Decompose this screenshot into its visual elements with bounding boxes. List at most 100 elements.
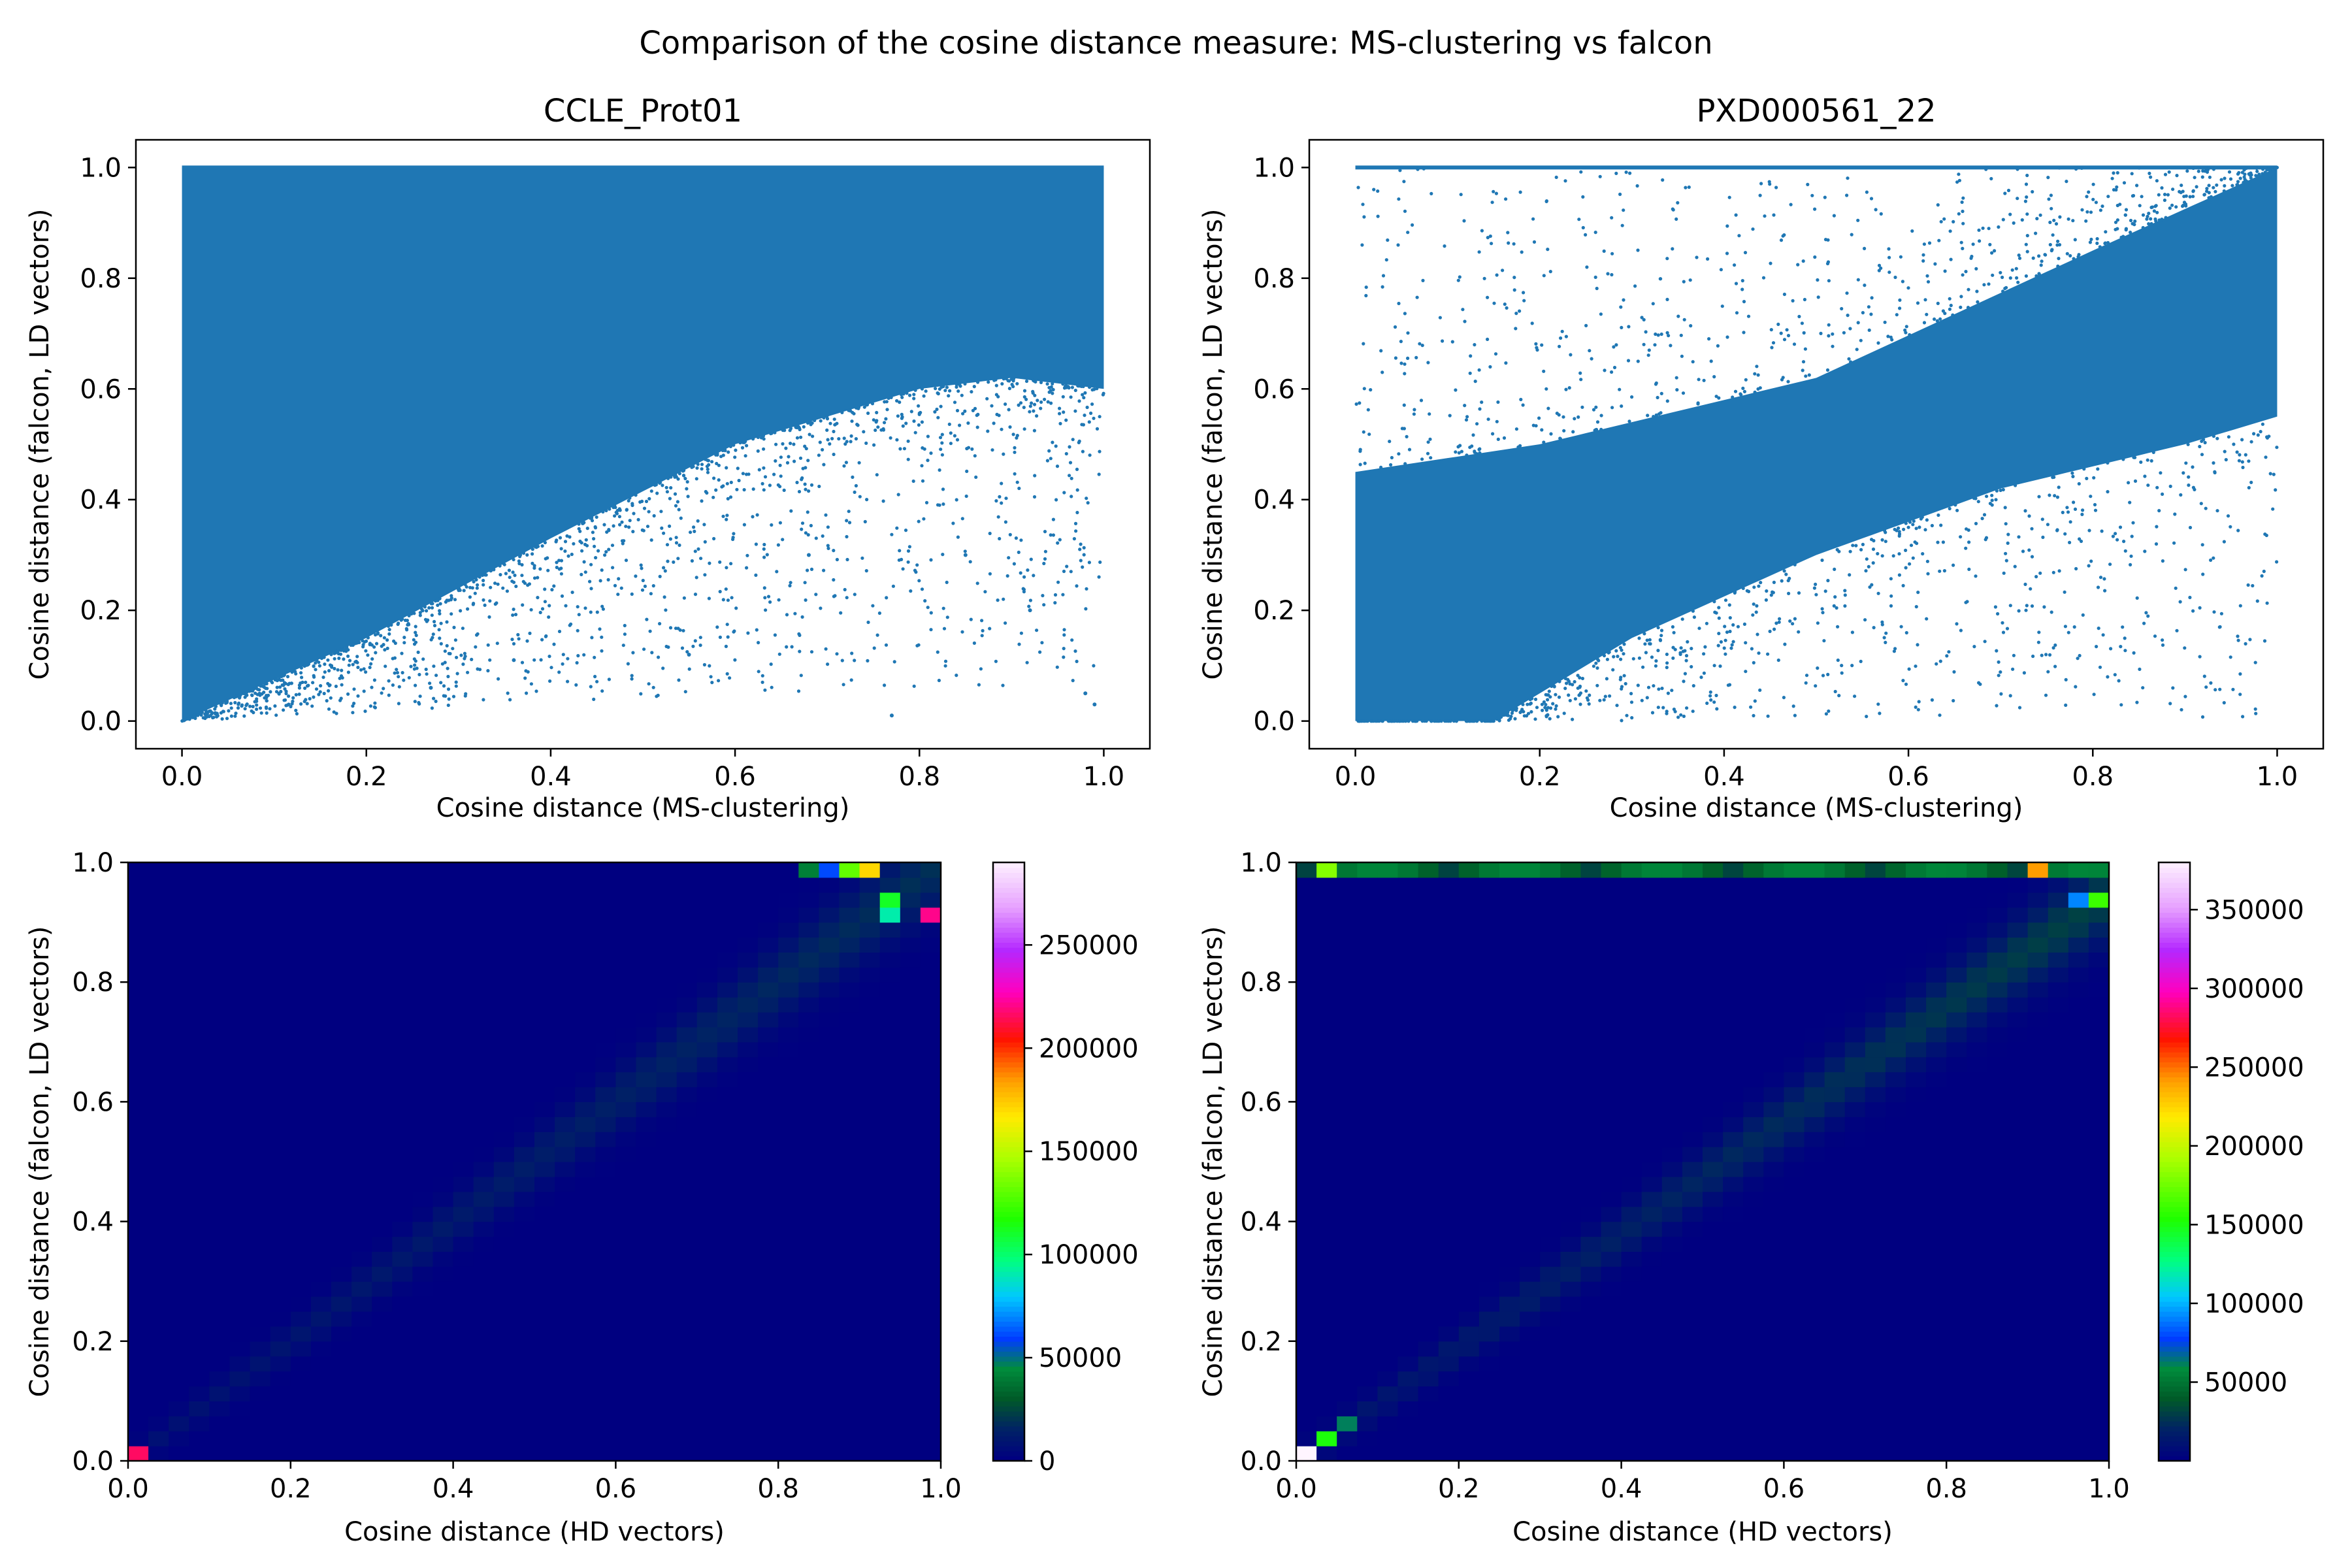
scatter-point [1967, 567, 1971, 572]
heatmap-cell [392, 967, 413, 983]
heatmap-cell [636, 1341, 657, 1357]
scatter-point [788, 583, 792, 588]
scatter-point [1032, 402, 1037, 406]
scatter-point [487, 615, 491, 619]
heatmap-cell [696, 1251, 718, 1267]
scatter-point [929, 558, 933, 562]
scatter-point [1911, 556, 1915, 560]
scatter-point [1865, 190, 1869, 194]
scatter-point [2017, 609, 2021, 613]
heatmap-cell [392, 1386, 413, 1401]
heatmap-cell [636, 982, 657, 998]
colorbar-segment [993, 1176, 1024, 1183]
heatmap-cell [189, 1191, 210, 1207]
heatmap-cell [250, 937, 271, 953]
scatter-point [1782, 696, 1786, 700]
scatter-point [2089, 210, 2093, 214]
scatter-point [1518, 444, 1522, 448]
scatter-point [310, 704, 314, 708]
scatter-point [741, 472, 745, 476]
heatmap-cell [514, 877, 535, 893]
scatter-point [980, 634, 984, 638]
heatmap-cell [473, 1147, 495, 1162]
scatter-point [657, 655, 661, 659]
colorbar-segment [993, 1386, 1024, 1392]
scatter-point [1475, 719, 1478, 723]
scatter-point [731, 536, 735, 540]
heatmap-cell [696, 1371, 718, 1387]
heatmap-cell [758, 1326, 779, 1342]
scatter-point [521, 551, 526, 555]
heatmap-cell [676, 1401, 698, 1416]
heatmap-cell [290, 1266, 312, 1282]
scatter-point [2050, 248, 2054, 252]
scatter-point [1665, 331, 1669, 335]
scatter-point [1007, 408, 1011, 412]
scatter-point [900, 393, 904, 397]
scatter-point [1490, 242, 1494, 246]
scatter-point [1454, 450, 1458, 454]
scatter-point [915, 563, 919, 567]
scatter-point [650, 651, 654, 655]
scatter-point [981, 629, 985, 633]
scatter-point [1833, 567, 1837, 572]
heatmap-cell [351, 1326, 372, 1342]
heatmap-cell [738, 1416, 759, 1431]
scatter-point [1823, 238, 1828, 242]
heatmap-cell [128, 1446, 149, 1462]
scatter-point [1752, 713, 1756, 717]
scatter-point [581, 521, 585, 525]
scatter-point [1833, 689, 1837, 694]
heatmap-cell [696, 1386, 718, 1401]
scatter-point [492, 568, 496, 572]
scatter-point [2130, 172, 2134, 176]
heatmap-cell [169, 1251, 189, 1267]
scatter-point [1712, 700, 1716, 704]
scatter-point [1717, 606, 1721, 610]
scatter-point [1696, 401, 1700, 405]
scatter-point [351, 704, 355, 708]
heatmap-cell [473, 1341, 495, 1357]
scatter-point [960, 393, 964, 397]
heatmap-cell [290, 1191, 312, 1207]
scatter-point [1584, 323, 1588, 327]
scatter-point [744, 472, 749, 476]
scatter-point [898, 549, 902, 553]
heatmap-cell [656, 1041, 678, 1058]
scatter-point [1768, 629, 1772, 634]
scatter-point [2051, 233, 2055, 237]
heatmap-cell [696, 1446, 718, 1462]
heatmap-cell [331, 997, 352, 1013]
scatter-point [1032, 429, 1036, 433]
heatmap-cell [778, 997, 799, 1013]
scatter-point [1879, 212, 1883, 216]
scatter-point [736, 466, 740, 470]
scatter-point [742, 523, 746, 527]
heatmap-cell [636, 1296, 657, 1312]
scatter-point [507, 568, 512, 572]
heatmap-cell [656, 982, 678, 998]
heatmap-cell [148, 877, 169, 893]
scatter-point [808, 433, 811, 436]
scatter-point [1439, 719, 1443, 723]
scatter-point [2079, 539, 2083, 544]
scatter-point [826, 662, 830, 666]
heatmap-cell [290, 1416, 312, 1431]
heatmap-cell [270, 1056, 291, 1073]
scatter-point [1691, 360, 1695, 364]
scatter-point [1969, 256, 1973, 260]
heatmap-cell [209, 1132, 231, 1147]
heatmap-cell [595, 1266, 616, 1282]
scatter-point [323, 670, 327, 674]
heatmap-cell [676, 1147, 698, 1162]
scatter-point [2167, 170, 2171, 174]
scatter-point [612, 504, 617, 508]
scatter-point [762, 555, 766, 559]
heatmap-cell [148, 1191, 169, 1207]
scatter-point [2237, 459, 2241, 463]
scatter-point [912, 393, 916, 397]
scatter-point [1772, 627, 1776, 631]
scatter-point [757, 641, 760, 645]
scatter-point [2212, 186, 2215, 189]
heatmap-cell [290, 1251, 312, 1267]
